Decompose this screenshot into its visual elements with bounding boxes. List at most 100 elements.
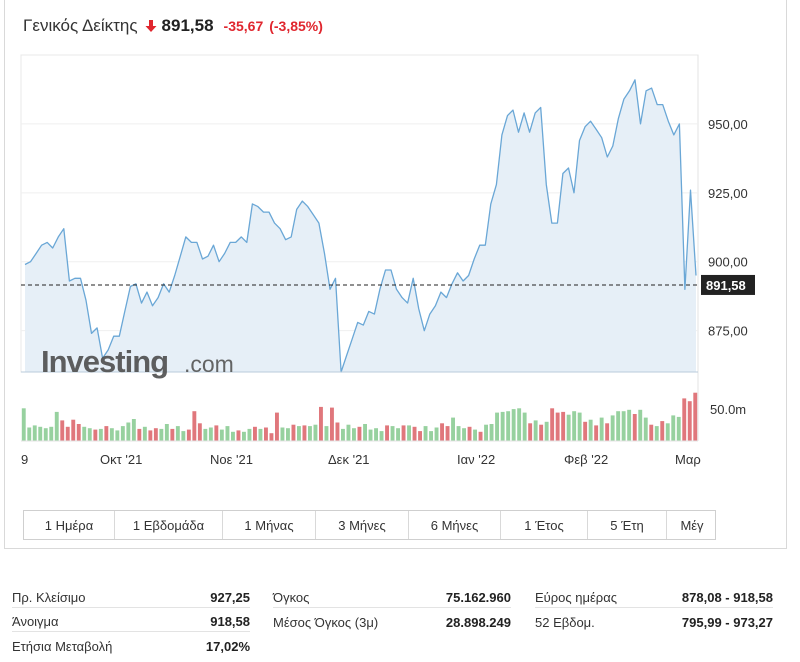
volume-bar bbox=[484, 424, 488, 441]
volume-bar bbox=[368, 429, 373, 441]
volume-bar bbox=[60, 420, 65, 441]
x-tick-label: 9 bbox=[21, 452, 28, 467]
stat-label: Εύρος ημέρας bbox=[535, 590, 617, 605]
stat-ytd-change: Ετήσια Μεταβολή 17,02% bbox=[12, 636, 250, 656]
volume-bar bbox=[605, 423, 610, 442]
volume-bar bbox=[219, 429, 224, 441]
volume-bar bbox=[269, 433, 274, 441]
volume-bar bbox=[137, 428, 142, 441]
volume-bar bbox=[412, 426, 417, 441]
volume-bar bbox=[632, 414, 637, 441]
stat-label: 52 Εβδομ. bbox=[535, 614, 595, 630]
volume-bar bbox=[131, 419, 136, 441]
volume-bar bbox=[363, 424, 367, 441]
volume-bar bbox=[352, 428, 356, 441]
investing-watermark-suffix: .com bbox=[184, 351, 234, 377]
volume-bar bbox=[401, 425, 406, 441]
volume-bar bbox=[27, 427, 32, 441]
stat-label: Πρ. Κλείσιμο bbox=[12, 590, 86, 605]
volume-bar bbox=[225, 426, 230, 441]
volume-bar bbox=[544, 421, 549, 441]
volume-bar bbox=[577, 412, 582, 441]
stat-value: 75.162.960 bbox=[445, 590, 511, 605]
volume-bar bbox=[396, 428, 400, 441]
volume-bar bbox=[511, 409, 516, 441]
tab-3[interactable]: 3 Μήνες bbox=[316, 511, 409, 539]
stat-volume: Όγκος 75.162.960 bbox=[273, 588, 511, 608]
stat-label: Άνοιγμα bbox=[12, 614, 59, 629]
tab-2[interactable]: 1 Μήνας bbox=[223, 511, 316, 539]
tab-1[interactable]: 1 Εβδομάδα bbox=[115, 511, 223, 539]
volume-bar bbox=[671, 415, 676, 441]
volume-bar bbox=[566, 414, 571, 441]
volume-bar bbox=[313, 424, 318, 441]
last-price-tag-label: 891,58 bbox=[706, 278, 746, 293]
price-tick-label: 925,00 bbox=[708, 186, 748, 201]
x-tick-label: Νοε '21 bbox=[210, 452, 253, 467]
volume-bar bbox=[451, 417, 455, 441]
volume-bar bbox=[616, 411, 621, 441]
volume-bar bbox=[76, 424, 81, 441]
volume-bar bbox=[203, 428, 208, 441]
index-title: Γενικός Δείκτης bbox=[23, 16, 138, 35]
chart-container: Γενικός Δείκτης 891,58 -35,67 (-3,85%) 9… bbox=[4, 0, 787, 549]
price-change-percent: (-3,85%) bbox=[269, 18, 323, 34]
tab-6[interactable]: 5 Έτη bbox=[588, 511, 667, 539]
volume-bar bbox=[335, 422, 340, 441]
volume-bar bbox=[214, 425, 219, 441]
volume-bar bbox=[297, 426, 301, 441]
volume-bar bbox=[308, 426, 312, 441]
volume-bar bbox=[159, 428, 164, 441]
stat-52-week: 52 Εβδομ. 795,99 - 973,27 bbox=[535, 612, 773, 632]
timeframe-tabs: 1 Ημέρα 1 Εβδομάδα 1 Μήνας 3 Μήνες 6 Μήνες 1 … bbox=[23, 510, 716, 540]
volume-bar bbox=[93, 429, 98, 441]
volume-bar bbox=[429, 431, 433, 441]
volume-bar bbox=[621, 411, 626, 441]
volume-bar bbox=[302, 425, 307, 441]
price-tick-label: 875,00 bbox=[708, 324, 748, 339]
volume-bar bbox=[38, 426, 43, 441]
volume-bar bbox=[286, 428, 290, 441]
volume-bar bbox=[390, 426, 395, 441]
volume-bar bbox=[665, 423, 670, 442]
x-tick-label: Δεκ '21 bbox=[328, 452, 370, 467]
stat-value: 28.898.249 bbox=[445, 614, 511, 630]
stat-value: 927,25 bbox=[210, 590, 250, 605]
volume-bar bbox=[687, 401, 692, 441]
volume-bar bbox=[104, 426, 109, 441]
volume-bar bbox=[49, 426, 54, 441]
tab-7[interactable]: Μέγ bbox=[680, 517, 704, 533]
x-tick-label: Μαρ bbox=[675, 452, 701, 467]
x-tick-label: Φεβ '22 bbox=[564, 452, 608, 467]
stat-label: Όγκος bbox=[273, 590, 310, 605]
volume-bar bbox=[385, 425, 389, 441]
volume-bar bbox=[440, 423, 444, 442]
volume-bar bbox=[280, 427, 285, 441]
volume-bar bbox=[54, 411, 59, 441]
price-chart[interactable]: 950,00 925,00 900,00 875,00 891,58 Investing.… bbox=[5, 0, 788, 480]
volume-bar bbox=[82, 426, 87, 441]
volume-bar bbox=[467, 426, 472, 441]
stat-prev-close: Πρ. Κλείσιμο 927,25 bbox=[12, 588, 250, 608]
stat-value: 17,02% bbox=[205, 638, 250, 654]
tab-0[interactable]: 1 Ημέρα bbox=[24, 511, 115, 539]
volume-bar bbox=[462, 428, 466, 441]
volume-bar bbox=[495, 412, 499, 441]
tab-5[interactable]: 1 Έτος bbox=[501, 511, 588, 539]
volume-bar bbox=[583, 421, 588, 441]
volume-bar bbox=[197, 423, 202, 442]
tab-4[interactable]: 6 Μήνες bbox=[409, 511, 501, 539]
volume-bar bbox=[319, 406, 323, 441]
volume-bar bbox=[599, 417, 604, 441]
stat-value: 795,99 - 973,27 bbox=[681, 614, 773, 630]
volume-tick-label: 50.0m bbox=[710, 402, 746, 417]
volume-bar bbox=[473, 429, 477, 441]
volume-bar bbox=[456, 426, 461, 441]
volume-bar bbox=[555, 412, 560, 441]
x-tick-label: Ιαν '22 bbox=[457, 452, 495, 467]
volume-bar bbox=[500, 411, 505, 441]
volume-bar bbox=[550, 408, 555, 441]
volume-bar bbox=[153, 428, 158, 441]
volume-bar bbox=[676, 416, 681, 441]
volume-bar bbox=[346, 424, 351, 441]
